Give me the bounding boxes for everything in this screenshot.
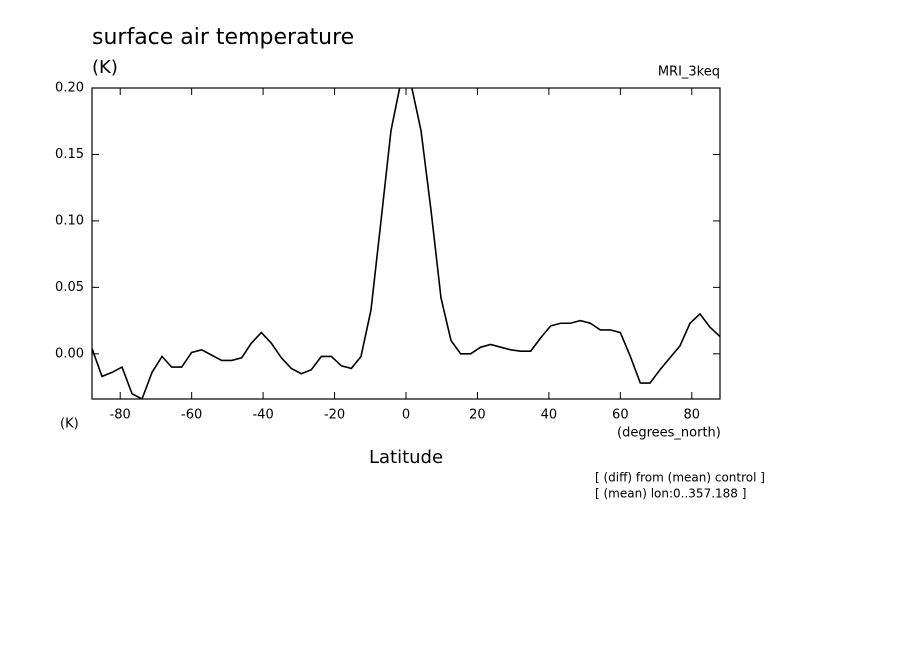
x-tick-label: -40: [252, 408, 273, 423]
x-tick-label: -20: [324, 408, 345, 423]
y-tick-label: 0.05: [55, 280, 84, 295]
data-line: [92, 88, 720, 399]
x-tick-label: 60: [612, 408, 629, 423]
y-unit: (K): [60, 417, 79, 432]
x-tick-label: 40: [541, 408, 558, 423]
note: [ (mean) lon:0..357.188 ]: [595, 487, 746, 501]
model-label: MRI_3keq: [658, 65, 720, 80]
y-tick-label: 0.00: [55, 346, 84, 361]
x-tick-label: 0: [402, 408, 410, 423]
y-tick-label: 0.20: [55, 81, 84, 96]
x-tick-label: 80: [684, 408, 701, 423]
x-tick-label: -60: [181, 408, 202, 423]
note: [ (diff) from (mean) control ]: [595, 471, 765, 485]
chart-title: surface air temperature: [92, 25, 354, 50]
y-tick-label: 0.10: [55, 213, 84, 228]
x-tick-label: -80: [110, 408, 131, 423]
x-tick-label: 20: [469, 408, 486, 423]
x-unit: (degrees_north): [617, 426, 721, 441]
y-tick-label: 0.15: [55, 147, 84, 162]
y-axis-label: (K): [92, 57, 118, 78]
x-axis-label: Latitude: [369, 447, 443, 468]
